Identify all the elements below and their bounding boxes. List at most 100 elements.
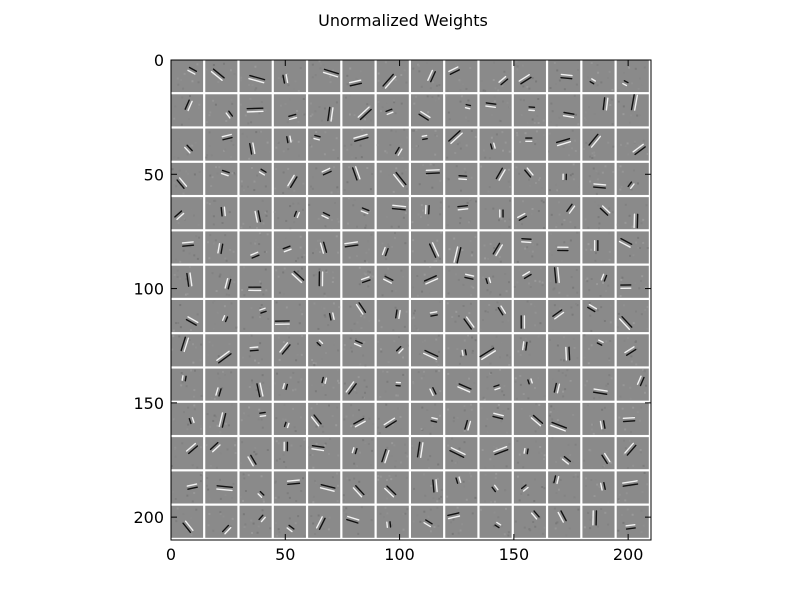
tile-noise xyxy=(556,189,559,192)
weight-tile xyxy=(239,231,272,264)
filter-stroke-a xyxy=(360,276,370,281)
tile-noise xyxy=(420,85,423,88)
filter-stroke-a xyxy=(618,240,631,248)
weight-tile xyxy=(239,94,272,127)
tile-noise xyxy=(489,458,492,461)
tile-noise xyxy=(562,390,565,393)
tile-noise xyxy=(469,302,472,305)
filter-stroke-b xyxy=(526,167,534,176)
filter-stroke-b xyxy=(320,483,336,489)
tile-noise xyxy=(212,327,215,330)
tile-noise xyxy=(349,67,352,70)
tile-noise xyxy=(588,301,591,304)
tile-background xyxy=(616,471,649,504)
tile-noise xyxy=(403,128,406,131)
tile-noise xyxy=(611,88,614,91)
tile-noise xyxy=(214,239,217,242)
tile-noise xyxy=(302,477,305,480)
tile-noise xyxy=(486,431,489,434)
filter-stroke-a xyxy=(174,210,183,218)
tile-background xyxy=(479,94,512,127)
tile-noise xyxy=(384,150,387,153)
tile-noise xyxy=(550,312,553,315)
tile-noise xyxy=(439,206,442,209)
filter-stroke-a xyxy=(282,74,286,84)
tile-noise xyxy=(212,419,215,422)
tile-noise xyxy=(589,155,592,158)
tile-noise xyxy=(568,154,571,157)
tile-noise xyxy=(248,385,251,388)
tile-noise xyxy=(406,199,409,202)
weight-tile xyxy=(308,128,341,161)
filter-stroke-a xyxy=(355,303,364,315)
tile-noise xyxy=(355,77,358,80)
weight-tile xyxy=(273,197,306,230)
tile-noise xyxy=(342,246,345,249)
tile-noise xyxy=(337,190,340,193)
tile-noise xyxy=(232,482,235,485)
tile-noise xyxy=(251,379,254,382)
filter-stroke-a xyxy=(463,318,472,330)
tile-noise xyxy=(233,172,236,175)
weight-tile xyxy=(342,94,375,127)
weight-tile xyxy=(205,94,238,127)
tile-noise xyxy=(221,387,224,390)
tile-noise xyxy=(258,112,261,115)
tile-noise xyxy=(259,314,262,317)
tile-noise xyxy=(358,480,361,483)
tile-noise xyxy=(323,153,326,156)
tile-noise xyxy=(631,82,634,85)
filter-stroke-b xyxy=(355,340,363,345)
tile-noise xyxy=(360,327,363,330)
tile-noise xyxy=(223,305,226,308)
filter-stroke-a xyxy=(286,136,289,144)
tile-noise xyxy=(182,87,185,90)
tile-noise xyxy=(421,290,424,293)
tile-noise xyxy=(363,341,366,344)
tile-noise xyxy=(349,95,352,98)
tile-noise xyxy=(294,430,297,433)
tile-noise xyxy=(317,217,320,220)
tile-noise xyxy=(553,304,556,307)
tile-noise xyxy=(450,521,453,524)
tile-background xyxy=(342,437,375,470)
tile-noise xyxy=(541,281,544,284)
tile-noise xyxy=(276,246,279,249)
tile-noise xyxy=(387,282,390,285)
tile-noise xyxy=(183,411,186,414)
tile-noise xyxy=(357,532,360,535)
tile-background xyxy=(445,471,478,504)
tile-noise xyxy=(474,339,477,342)
tile-background xyxy=(548,334,581,367)
tile-noise xyxy=(336,186,339,189)
tile-noise xyxy=(593,154,596,157)
tile-noise xyxy=(393,99,396,102)
tile-noise xyxy=(487,190,490,193)
tile-noise xyxy=(600,507,603,510)
tile-noise xyxy=(640,313,643,316)
tile-noise xyxy=(424,339,427,342)
tile-noise xyxy=(225,169,228,172)
filter-stroke-b xyxy=(425,519,433,525)
tile-noise xyxy=(352,166,355,169)
tile-noise xyxy=(208,202,211,205)
tile-noise xyxy=(404,451,407,454)
tile-noise xyxy=(377,478,380,481)
tile-noise xyxy=(385,258,388,261)
tile-noise xyxy=(369,281,372,284)
tile-noise xyxy=(611,396,614,399)
tile-noise xyxy=(210,212,213,215)
tile-noise xyxy=(195,508,198,511)
filter-stroke-b xyxy=(259,382,264,397)
tile-noise xyxy=(319,251,322,254)
tile-noise xyxy=(211,344,214,347)
tile-noise xyxy=(229,525,232,528)
tile-noise xyxy=(282,271,285,274)
tile-noise xyxy=(355,255,358,258)
tile-noise xyxy=(435,338,438,341)
tile-noise xyxy=(593,151,596,154)
tile-noise xyxy=(406,344,409,347)
tile-noise xyxy=(257,362,260,365)
tile-noise xyxy=(252,106,255,109)
tile-noise xyxy=(427,223,430,226)
